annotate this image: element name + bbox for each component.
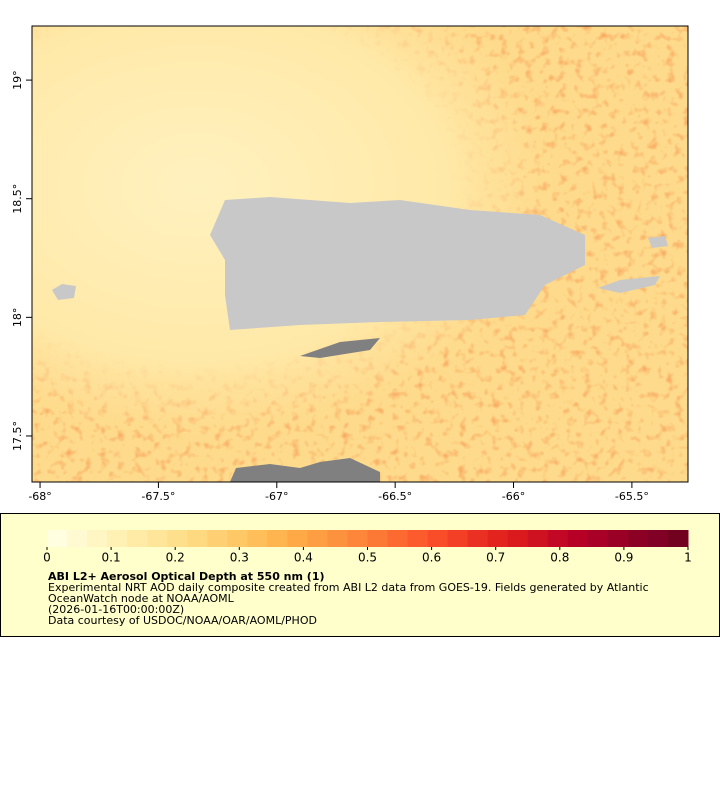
colorbar-swatch — [247, 530, 268, 547]
x-tick-label: -67.5° — [141, 490, 175, 503]
colorbar-tick-label: 0.8 — [550, 551, 569, 565]
colorbar-swatch — [587, 530, 609, 547]
colorbar-swatch — [147, 530, 168, 547]
colorbar-tick-label: 0.3 — [230, 551, 249, 565]
colorbar-swatch — [387, 530, 409, 547]
colorbar-swatch — [487, 530, 509, 547]
colorbar-swatch — [187, 530, 208, 547]
colorbar-swatch — [67, 530, 88, 547]
y-tick-label: 18.5° — [11, 184, 24, 214]
colorbar-swatch — [207, 530, 228, 547]
colorbar-swatch — [627, 530, 649, 547]
caption-title: ABI L2+ Aerosol Optical Depth at 550 nm … — [48, 570, 325, 583]
colorbar: 0 0.1 0.2 0.3 0.4 0.5 0.6 0.7 0.8 0.9 1 — [43, 530, 692, 565]
no-data — [230, 458, 380, 482]
colorbar-swatch — [647, 530, 669, 547]
caption-line: Experimental NRT AOD daily composite cre… — [48, 581, 649, 594]
x-tick-label: -66° — [502, 490, 525, 503]
colorbar-swatch — [127, 530, 148, 547]
colorbar-tick-label: 0.1 — [102, 551, 121, 565]
caption-line: OceanWatch node at NOAA/AOML — [48, 592, 235, 605]
colorbar-swatch — [527, 530, 549, 547]
colorbar-swatch — [447, 530, 469, 547]
colorbar-tick-label: 0.6 — [422, 551, 441, 565]
x-tick-label: -67° — [265, 490, 288, 503]
colorbar-swatch — [407, 530, 429, 547]
no-data — [300, 338, 380, 358]
vieques — [598, 276, 660, 293]
colorbar-swatch — [427, 530, 449, 547]
x-tick-label: -66.5° — [378, 490, 412, 503]
colorbar-swatch — [327, 530, 348, 547]
y-tick-label: 18° — [11, 308, 24, 328]
culebra — [648, 236, 668, 248]
colorbar-tick-label: 1 — [684, 551, 692, 565]
colorbar-swatch — [567, 530, 589, 547]
colorbar-swatch — [547, 530, 569, 547]
x-tick-label: -68° — [28, 490, 51, 503]
colorbar-swatch — [607, 530, 629, 547]
puerto-rico — [210, 197, 585, 330]
map-area — [32, 26, 688, 482]
y-tick-label: 19° — [11, 70, 24, 90]
colorbar-tick-label: 0.7 — [486, 551, 505, 565]
x-tick-label: -65.5° — [615, 490, 649, 503]
colorbar-swatch — [347, 530, 368, 547]
colorbar-tick-label: 0.5 — [358, 551, 377, 565]
y-tick-label: 17.5° — [11, 421, 24, 451]
colorbar-swatch — [287, 530, 308, 547]
colorbar-swatch — [667, 530, 689, 547]
colorbar-swatch — [467, 530, 489, 547]
colorbar-swatch — [107, 530, 128, 547]
caption-line: Data courtesy of USDOC/NOAA/OAR/AOML/PHO… — [48, 614, 317, 627]
colorbar-tick-label: 0.2 — [166, 551, 185, 565]
colorbar-tick-label: 0.4 — [294, 551, 313, 565]
colorbar-tick-label: 0.9 — [614, 551, 633, 565]
colorbar-swatch — [167, 530, 188, 547]
colorbar-swatch — [87, 530, 108, 547]
colorbar-swatch — [307, 530, 328, 547]
colorbar-swatch — [367, 530, 389, 547]
colorbar-swatch — [267, 530, 288, 547]
axes: -68° -67.5° -67° -66.5° -66° -65.5° 17.5° 18° 18… — [11, 70, 649, 503]
colorbar-swatch — [47, 530, 68, 547]
mona-island — [52, 284, 76, 300]
colorbar-swatch — [227, 530, 248, 547]
colorbar-swatch — [507, 530, 529, 547]
caption-line: (2026-01-16T00:00:00Z) — [48, 603, 184, 616]
colorbar-tick-label: 0 — [43, 551, 51, 565]
map-frame — [31, 25, 689, 483]
